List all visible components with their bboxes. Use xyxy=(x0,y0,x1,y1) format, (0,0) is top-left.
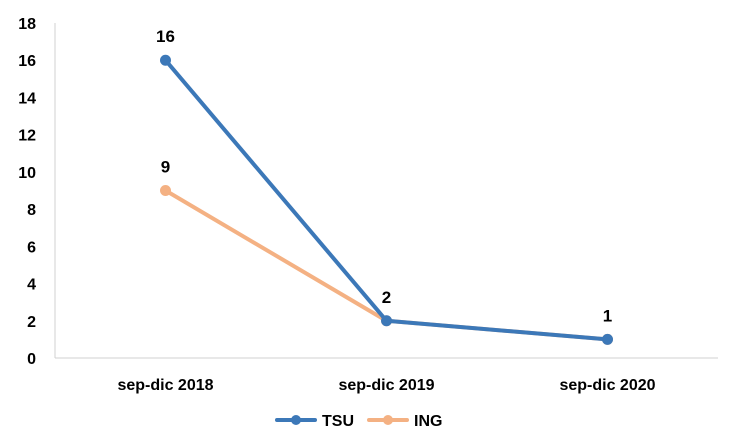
y-tick-label: 16 xyxy=(18,53,36,70)
data-point-tsu xyxy=(381,315,392,327)
legend-item-tsu: TSU xyxy=(275,413,354,430)
legend-item-ing: ING xyxy=(367,413,442,430)
legend-label-ing: ING xyxy=(414,413,442,430)
legend: TSU ING xyxy=(275,413,442,430)
x-tick-label: sep-dic 2018 xyxy=(117,377,213,394)
data-label: 16 xyxy=(156,27,175,46)
legend-marker-ing xyxy=(383,415,393,425)
x-tick-label: sep-dic 2020 xyxy=(559,377,655,394)
y-tick-label: 8 xyxy=(27,202,36,219)
y-axis-ticks: 0 2 4 6 8 10 12 14 16 18 xyxy=(18,16,36,368)
axes xyxy=(54,23,718,359)
data-point-tsu xyxy=(160,54,171,66)
y-tick-label: 12 xyxy=(18,128,36,145)
series-layer xyxy=(160,54,613,345)
y-tick-label: 2 xyxy=(27,314,36,331)
data-point-tsu xyxy=(602,333,613,345)
data-labels: 16 9 2 1 xyxy=(156,27,612,325)
legend-marker-tsu xyxy=(291,415,301,425)
y-tick-label: 18 xyxy=(18,16,36,33)
data-label: 1 xyxy=(603,306,612,325)
y-tick-label: 14 xyxy=(18,90,36,107)
data-point-ing xyxy=(160,185,171,196)
data-label: 9 xyxy=(161,158,170,177)
x-axis-ticks: sep-dic 2018 sep-dic 2019 sep-dic 2020 xyxy=(117,377,655,394)
legend-label-tsu: TSU xyxy=(322,413,354,430)
y-tick-label: 4 xyxy=(27,277,36,294)
y-tick-label: 10 xyxy=(18,165,36,182)
data-label: 2 xyxy=(382,288,391,307)
y-tick-label: 6 xyxy=(27,239,36,256)
x-tick-label: sep-dic 2019 xyxy=(338,377,434,394)
series-tsu xyxy=(160,54,613,345)
y-tick-label: 0 xyxy=(27,351,36,368)
